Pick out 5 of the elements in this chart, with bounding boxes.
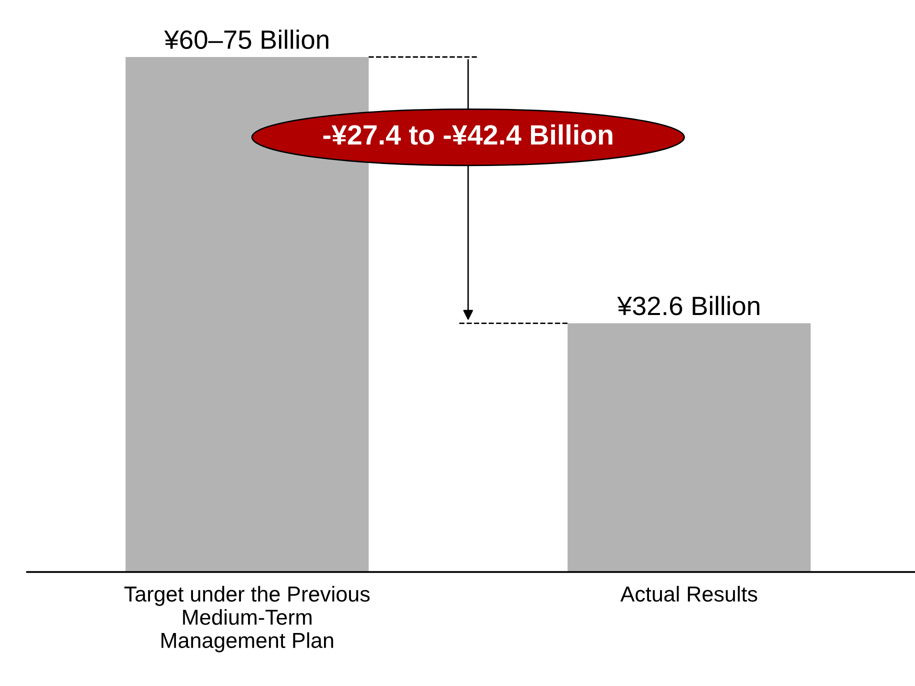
data-label: ¥32.6 Billion <box>617 296 760 316</box>
x-tick-label: Target under the Previous Medium-Term Management Plan <box>124 586 370 652</box>
annotation: -¥27.4 to -¥42.4 Billion <box>323 124 612 145</box>
data-label: ¥60–75 Billion <box>164 30 328 50</box>
x-tick-label: Actual Results <box>620 586 758 602</box>
